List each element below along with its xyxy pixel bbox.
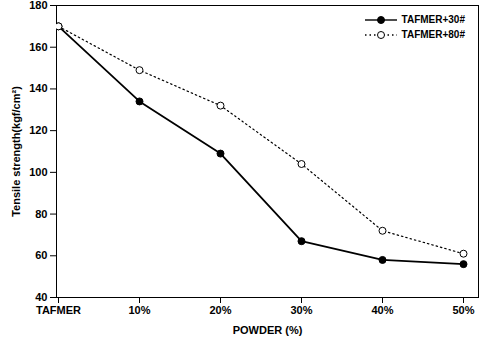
html-text:TAFMER+30#: TAFMER+30#: [401, 14, 465, 25]
svg-text:20%: 20%: [209, 304, 231, 316]
svg-text:140: 140: [29, 82, 47, 94]
svg-text:POWDER (%): POWDER (%): [233, 324, 303, 336]
svg-text:60: 60: [35, 249, 47, 261]
svg-text:40: 40: [35, 291, 47, 303]
svg-text:Tensile strength(kgf/cm²): Tensile strength(kgf/cm²): [10, 86, 22, 217]
svg-text:160: 160: [29, 41, 47, 53]
html-text:TAFMER+80#: TAFMER+80#: [401, 29, 465, 40]
svg-text:10%: 10%: [128, 304, 150, 316]
svg-text:80: 80: [35, 208, 47, 220]
svg-text:50%: 50%: [452, 304, 474, 316]
svg-text:30%: 30%: [290, 304, 312, 316]
svg-text:TAFMER: TAFMER: [36, 304, 81, 316]
svg-text:100: 100: [29, 166, 47, 178]
svg-text:40%: 40%: [371, 304, 393, 316]
svg-text:180: 180: [29, 0, 47, 11]
svg-text:120: 120: [29, 124, 47, 136]
